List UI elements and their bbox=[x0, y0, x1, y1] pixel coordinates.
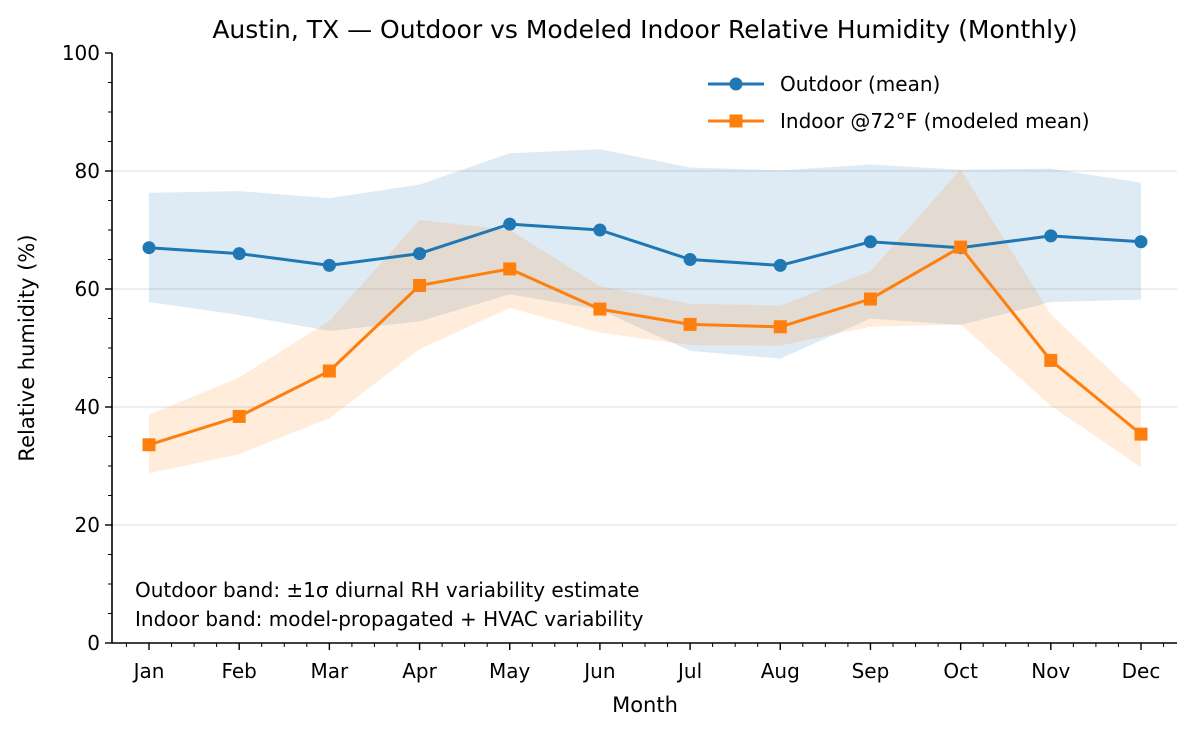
point-series-0-Jan bbox=[142, 241, 156, 255]
line-series-0 bbox=[148, 222, 1142, 267]
variability-bands bbox=[149, 149, 1141, 474]
legend-label-0: Outdoor (mean) bbox=[780, 72, 940, 96]
point-series-1-May bbox=[503, 262, 517, 276]
point-series-0-Mar bbox=[322, 258, 336, 272]
annotation-indoor-band: Indoor band: model-propagated + HVAC var… bbox=[135, 607, 644, 631]
point-series-0-Apr bbox=[413, 247, 427, 261]
point-series-0-Jul bbox=[683, 253, 697, 266]
point-series-1-Oct bbox=[954, 240, 968, 254]
point-series-1-Aug bbox=[773, 320, 787, 334]
band-series-1 bbox=[149, 169, 1141, 474]
y-tick-label-80: 80 bbox=[75, 159, 100, 183]
chart-title: Austin, TX — Outdoor vs Modeled Indoor R… bbox=[212, 15, 1077, 44]
legend-label-1: Indoor @72°F (modeled mean) bbox=[780, 109, 1090, 133]
x-tick-label-Mar: Mar bbox=[310, 659, 349, 683]
y-tick-label-60: 60 bbox=[75, 277, 100, 301]
grid-lines bbox=[112, 170, 1177, 526]
series-lines bbox=[148, 222, 1142, 447]
point-series-1-Jun bbox=[593, 302, 607, 316]
x-axis-label: Month bbox=[612, 693, 678, 717]
annotation-outdoor-band: Outdoor band: ±1σ diurnal RH variability… bbox=[135, 578, 639, 602]
y-tick-label-40: 40 bbox=[75, 395, 100, 419]
legend-marker-0 bbox=[729, 77, 743, 91]
y-tick-label-0: 0 bbox=[87, 631, 100, 655]
x-tick-label-Aug: Aug bbox=[761, 659, 800, 683]
point-series-1-Apr bbox=[413, 278, 427, 292]
line-series-1 bbox=[148, 245, 1142, 447]
y-tick-label-20: 20 bbox=[75, 513, 100, 537]
point-series-1-Dec bbox=[1134, 427, 1148, 441]
x-tick-label-Sep: Sep bbox=[852, 659, 890, 683]
x-tick-label-Jul: Jul bbox=[676, 659, 702, 683]
point-series-1-Nov bbox=[1044, 353, 1058, 367]
point-series-0-Sep bbox=[863, 235, 877, 249]
x-tick-label-Nov: Nov bbox=[1031, 659, 1070, 683]
x-tick-label-May: May bbox=[489, 659, 531, 683]
point-series-0-Feb bbox=[232, 247, 246, 261]
x-tick-label-Dec: Dec bbox=[1122, 659, 1161, 683]
x-tick-label-Jan: Jan bbox=[132, 659, 165, 683]
point-series-1-Feb bbox=[232, 409, 246, 423]
x-tick-label-Apr: Apr bbox=[402, 659, 437, 683]
x-tick-label-Oct: Oct bbox=[943, 659, 978, 683]
point-series-1-Jul bbox=[683, 317, 697, 331]
point-series-1-Sep bbox=[863, 292, 877, 306]
point-series-0-Dec bbox=[1134, 235, 1148, 249]
point-series-0-Jun bbox=[593, 223, 607, 237]
x-tick-label-Feb: Feb bbox=[221, 659, 256, 683]
point-series-1-Mar bbox=[322, 364, 336, 378]
axes: 0 20 40 60 80 100 Jan Feb Mar Apr May Jun Jul Aug Sep O… bbox=[62, 41, 1177, 683]
x-tick-label-Jun: Jun bbox=[582, 659, 615, 683]
point-series-1-Jan bbox=[142, 438, 156, 452]
y-axis-label: Relative humidity (%) bbox=[15, 234, 39, 461]
series-markers bbox=[142, 217, 1148, 452]
point-series-0-May bbox=[503, 217, 517, 231]
legend: Outdoor (mean) Indoor @72°F (modeled mean… bbox=[708, 72, 1090, 133]
point-series-0-Nov bbox=[1044, 229, 1058, 243]
point-series-0-Aug bbox=[773, 258, 787, 272]
y-tick-label-100: 100 bbox=[62, 41, 100, 65]
legend-marker-1 bbox=[729, 114, 743, 128]
